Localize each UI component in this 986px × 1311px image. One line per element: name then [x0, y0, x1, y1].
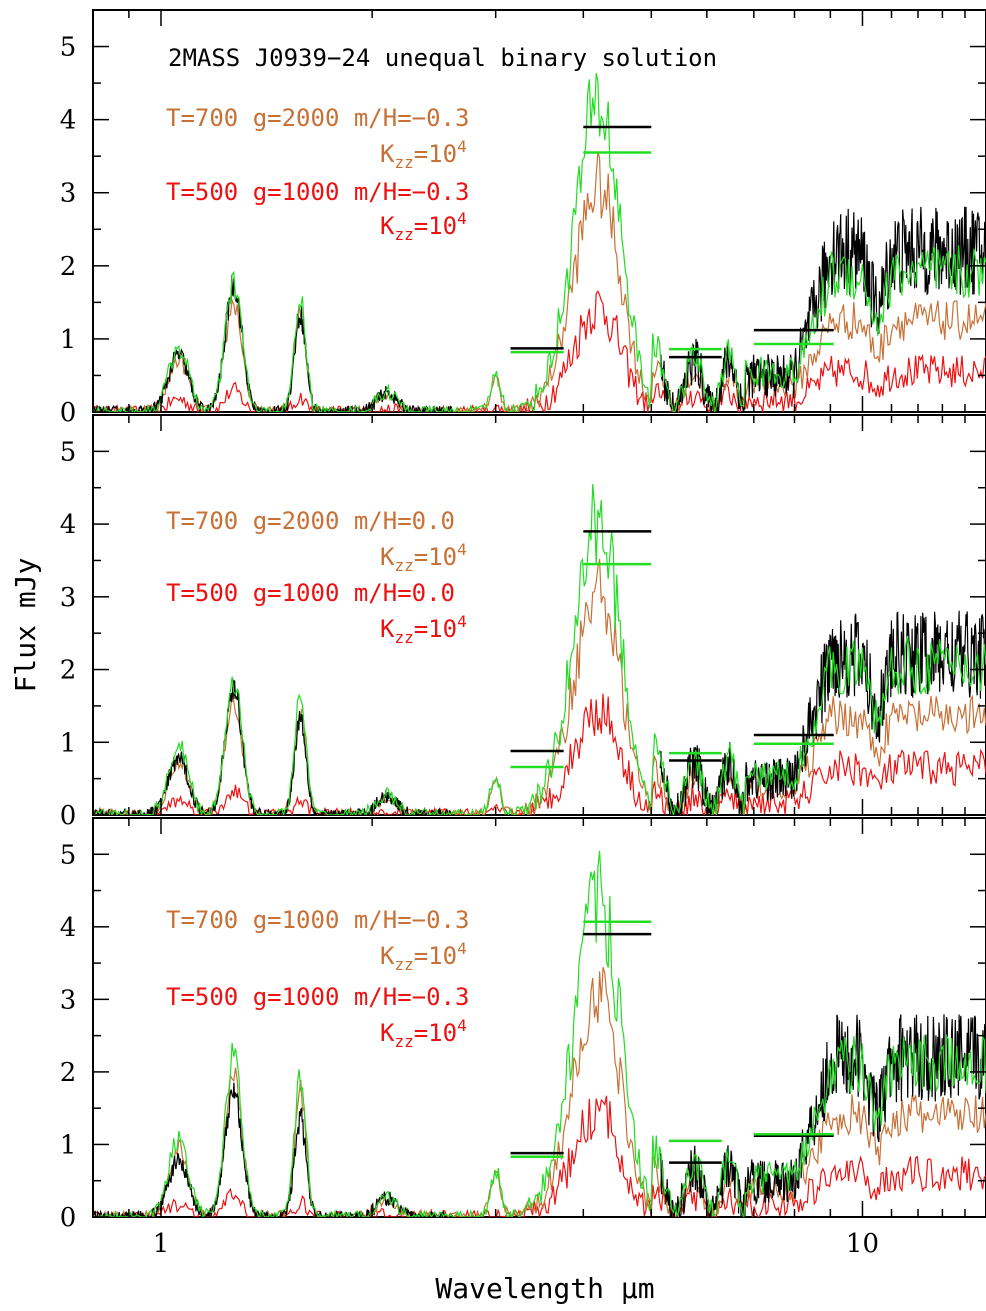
hot-component-spectrum [93, 151, 986, 412]
model-params-label: T=700 g=1000 m/H=−0.3 [166, 906, 469, 934]
kzz-label: Kzz=104 [380, 612, 467, 647]
panel-title: 2MASS J0939−24 unequal binary solution [168, 44, 717, 72]
plot-area [93, 850, 986, 1217]
y-tick-label: 0 [60, 398, 77, 428]
y-tick-label: 1 [60, 325, 77, 355]
hot-component-spectrum [93, 967, 986, 1217]
panel-3: 0 1 2 3 4 5 T=700 g=1000 m/H=−0.3 Kzz=104 T=500 … [60, 817, 986, 1233]
y-tick-label: 5 [60, 33, 77, 63]
y-tick-label: 0 [60, 801, 77, 831]
kzz-label: Kzz=104 [380, 540, 467, 575]
kzz-label: Kzz=104 [380, 137, 467, 172]
model-params-label: T=500 g=1000 m/H=−0.3 [166, 983, 469, 1011]
y-tick-label: 2 [60, 252, 77, 282]
model-params-label: T=500 g=1000 m/H=−0.3 [166, 178, 469, 206]
y-tick-label: 2 [60, 1058, 77, 1088]
plot-area [93, 484, 986, 815]
y-tick-label: 3 [60, 985, 77, 1015]
kzz-label: Kzz=104 [380, 939, 467, 974]
panel-2: 0 1 2 3 4 5 T=700 g=2000 m/H=0.0 Kzz=104 T=500 g… [60, 414, 986, 831]
y-tick-label: 2 [60, 656, 77, 686]
y-tick-label: 3 [60, 583, 77, 613]
y-tick-label: 5 [60, 840, 77, 870]
y-tick-label: 1 [60, 728, 77, 758]
x-tick-label: 1 [153, 1229, 170, 1259]
observed-spectrum-irs [659, 206, 986, 412]
y-tick-label: 3 [60, 179, 77, 209]
cold-component-spectrum [93, 693, 986, 815]
chart-panels: 0 1 2 3 4 5 2MASS J0939−24 unequal binary solu… [60, 9, 986, 1259]
hot-component-spectrum [93, 558, 986, 815]
observed-spectrum-nir [93, 275, 453, 412]
cold-component-spectrum [93, 290, 986, 412]
panel-frame [92, 414, 986, 816]
sum-model-spectrum [93, 484, 986, 815]
sum-model-spectrum [93, 72, 986, 412]
y-tick-label: 1 [60, 1130, 77, 1160]
y-axis-label: Flux mJy [9, 558, 42, 693]
model-params-label: T=700 g=2000 m/H=0.0 [166, 507, 455, 535]
model-params-label: T=700 g=2000 m/H=−0.3 [166, 104, 469, 132]
y-tick-label: 5 [60, 437, 77, 467]
y-tick-label: 4 [60, 510, 77, 540]
kzz-label: Kzz=104 [380, 1016, 467, 1051]
model-params-label: T=500 g=1000 m/H=0.0 [166, 579, 455, 607]
cold-component-spectrum [93, 1095, 986, 1217]
observed-spectrum-irs [659, 610, 986, 815]
y-tick-label: 4 [60, 913, 77, 943]
observed-spectrum-nir [93, 679, 453, 815]
y-tick-label: 0 [60, 1203, 77, 1233]
panel-1: 0 1 2 3 4 5 2MASS J0939−24 unequal binary solu… [60, 9, 986, 428]
y-tick-label: 4 [60, 106, 77, 136]
plot-area [93, 72, 986, 412]
kzz-label: Kzz=104 [380, 209, 467, 244]
panel-frame [92, 9, 986, 413]
x-axis-label: Wavelength μm [435, 1272, 654, 1305]
x-tick-label: 10 [846, 1229, 879, 1259]
observed-spectrum-nir [93, 1082, 453, 1217]
sum-model-spectrum [93, 850, 986, 1217]
